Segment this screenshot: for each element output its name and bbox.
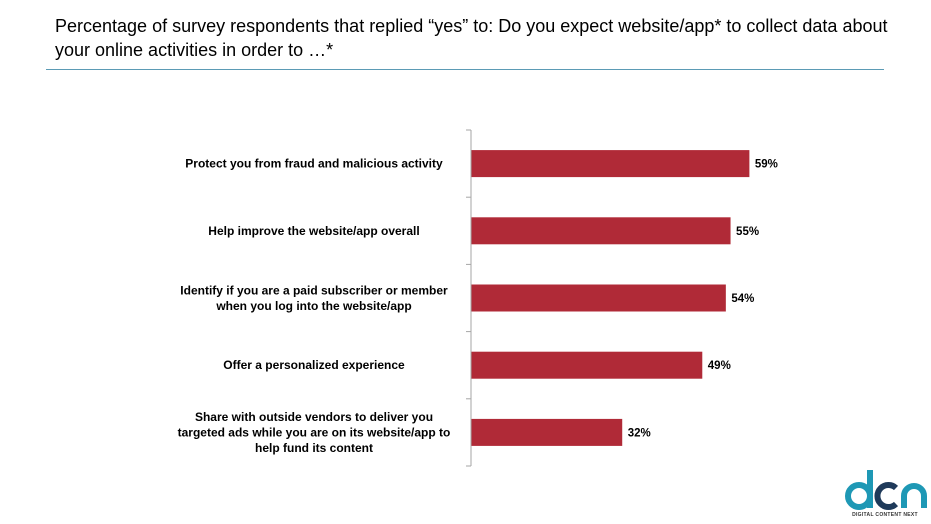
bar-1 — [471, 150, 750, 178]
category-label-2: Help improve the website/app overall — [208, 224, 419, 238]
category-label-5: Share with outside vendors to deliver yo… — [178, 410, 451, 455]
bar-4 — [471, 351, 703, 379]
value-label-3: 54% — [731, 293, 754, 305]
value-label-5: 32% — [628, 427, 651, 439]
title-divider — [46, 69, 884, 70]
value-label-1: 59% — [755, 159, 778, 171]
dcn-logo-icon — [845, 470, 927, 510]
category-label-1: Protect you from fraud and malicious act… — [185, 157, 443, 171]
bar-2 — [471, 217, 731, 245]
logo-caption: DIGITAL CONTENT NEXT — [852, 512, 918, 518]
bar-3 — [471, 284, 726, 312]
chart-title: Percentage of survey respondents that re… — [55, 16, 888, 60]
value-label-4: 49% — [708, 360, 731, 372]
category-label-3: Identify if you are a paid subscriber or… — [180, 283, 448, 313]
value-label-2: 55% — [736, 226, 759, 238]
category-label-4: Offer a personalized experience — [223, 358, 405, 372]
bar-5 — [471, 418, 623, 446]
